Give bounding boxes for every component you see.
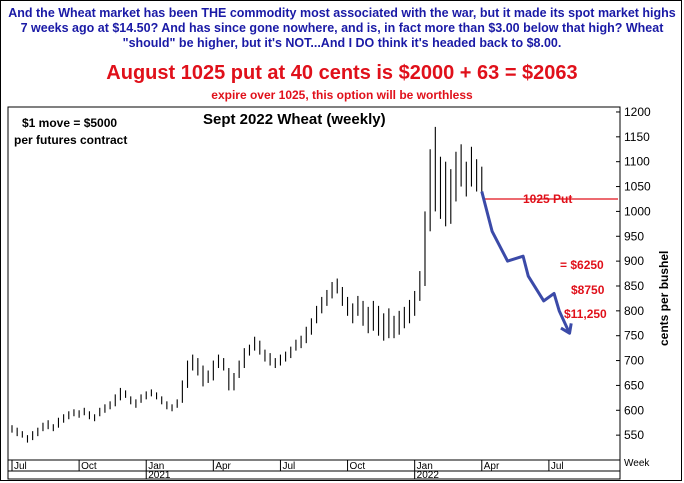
annotation-6250: = $6250 <box>560 258 604 272</box>
y-ticks: 550 600 650 700 750 800 850 900 950 1000 1050 1100 1… <box>616 105 651 442</box>
subline: expire over 1025, this option will be wo… <box>211 88 473 102</box>
y-tick-label: 850 <box>624 279 644 293</box>
x-tick-label: Jul <box>282 461 295 472</box>
year-label: 2021 <box>148 470 171 481</box>
x-tick-label: Oct <box>350 461 366 472</box>
y-tick-label: 700 <box>624 354 644 368</box>
contract-note-line-1: $1 move = $5000 <box>22 116 117 130</box>
y-tick-label: 1100 <box>624 155 650 169</box>
y-tick-label: 600 <box>624 403 644 417</box>
annotation-8750: $8750 <box>571 283 605 297</box>
y-axis-label: cents per bushel <box>657 251 671 346</box>
projection-arrowhead <box>560 323 573 335</box>
y-tick-label: 1150 <box>624 130 650 144</box>
y-tick-label: 1000 <box>624 204 651 218</box>
year-label: 2022 <box>417 470 440 481</box>
plot-area <box>7 106 621 461</box>
annotation-11250: $11,250 <box>564 307 607 321</box>
y-tick-label: 650 <box>624 378 644 392</box>
year-axis-band <box>7 470 621 480</box>
y-tick-label: 900 <box>624 254 644 268</box>
contract-note-line-2: per futures contract <box>14 133 127 147</box>
chart-title: Sept 2022 Wheat (weekly) <box>203 111 386 128</box>
headline: August 1025 put at 40 cents is $2000 + 6… <box>106 62 578 84</box>
x-tick-label: Jan <box>417 461 433 472</box>
y-tick-label: 800 <box>624 304 644 318</box>
put-strike-label: 1025 Put <box>523 192 572 206</box>
y-tick-label: 950 <box>624 229 644 243</box>
intro-text: And the Wheat market has been THE commod… <box>8 6 676 50</box>
x-tick-label: Jul <box>14 461 27 472</box>
x-tick-label: Oct <box>81 461 97 472</box>
y-tick-label: 550 <box>624 428 644 442</box>
x-tick-label: Apr <box>484 461 500 472</box>
y-tick-label: 750 <box>624 329 644 343</box>
y-tick-label: 1050 <box>624 180 651 194</box>
x-tick-label: Apr <box>215 461 231 472</box>
x-tick-label: Jul <box>551 461 564 472</box>
projection-arrow <box>480 191 571 334</box>
price-bars <box>11 126 483 443</box>
x-axis-label: Week <box>624 458 650 469</box>
y-tick-label: 1200 <box>624 105 651 119</box>
x-ticks: Jul Oct Jan Apr Jul Oct Jan Apr Jul 2021 2022 <box>11 460 564 481</box>
month-axis-band <box>7 459 621 472</box>
x-tick-label: Jan <box>148 461 164 472</box>
